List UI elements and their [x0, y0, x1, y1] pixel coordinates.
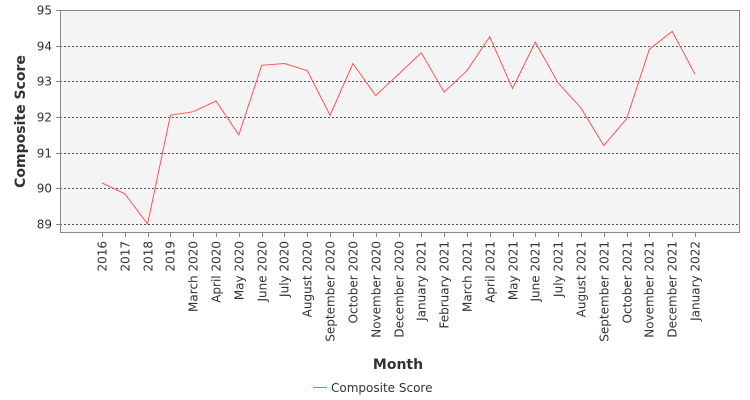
y-tick-label: 95: [37, 4, 52, 18]
y-tick-label: 91: [37, 147, 52, 161]
legend-label: Composite Score: [331, 381, 432, 395]
x-tick-label: March 2020: [187, 241, 201, 312]
x-tick-label: March 2021: [461, 241, 475, 312]
x-tick-label: September 2021: [598, 241, 612, 342]
x-tick-label: 2017: [119, 241, 133, 272]
x-tick-label: August 2021: [575, 241, 589, 317]
x-tick-label: November 2020: [370, 241, 384, 338]
x-tick-label: September 2020: [324, 241, 338, 342]
x-tick-label: October 2020: [347, 241, 361, 323]
x-tick-label: 2018: [142, 241, 156, 272]
y-tick-label: 93: [37, 75, 52, 89]
x-tick-label: 2019: [164, 241, 178, 272]
x-tick-label: May 2020: [233, 241, 247, 300]
x-tick-label: December 2021: [666, 241, 680, 338]
y-axis-title: Composite Score: [13, 55, 29, 188]
x-axis: 2016 2017 2018 2019 March 2020 April 2020 May …: [96, 233, 703, 342]
x-tick-label: June 2020: [256, 241, 270, 303]
gridlines: [60, 46, 740, 225]
x-tick-label: August 2020: [301, 241, 315, 317]
plot-border: [60, 10, 740, 233]
y-axis: 89 90 91 92 93 94 95: [37, 4, 60, 232]
x-tick-label: June 2021: [529, 241, 543, 303]
x-tick-label: 2016: [96, 241, 110, 272]
x-tick-label: October 2021: [621, 241, 635, 323]
plot-area: [60, 10, 740, 233]
x-tick-label: January 2022: [689, 241, 703, 322]
y-tick-label: 92: [37, 111, 52, 125]
y-tick-label: 89: [37, 218, 52, 232]
x-tick-label: April 2020: [210, 241, 224, 303]
x-tick-label: July 2020: [278, 241, 292, 298]
x-tick-label: May 2021: [507, 241, 521, 300]
x-tick-label: April 2021: [484, 241, 498, 303]
x-tick-label: November 2021: [643, 241, 657, 338]
series-line-composite-score: [101, 30, 696, 226]
y-tick-label: 90: [37, 182, 52, 196]
x-axis-title: Month: [373, 357, 423, 373]
y-tick-label: 94: [37, 40, 52, 54]
legend: Composite Score: [313, 381, 432, 395]
x-tick-label: January 2021: [415, 241, 429, 322]
x-tick-label: July 2021: [552, 241, 566, 298]
x-tick-label: February 2021: [438, 241, 452, 329]
x-tick-label: December 2020: [393, 241, 407, 338]
